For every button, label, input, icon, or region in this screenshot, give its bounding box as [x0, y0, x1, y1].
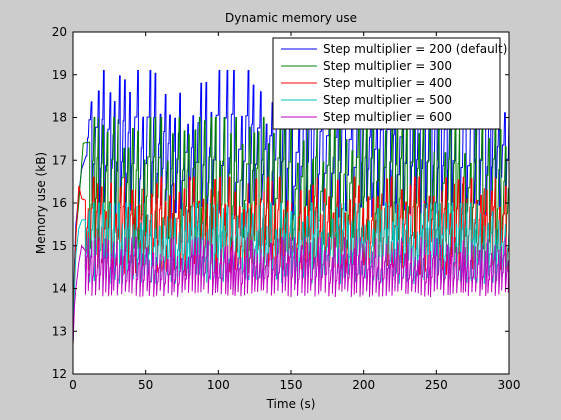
x-tick-label: 150: [280, 378, 303, 392]
x-tick-label: 200: [352, 378, 375, 392]
x-tick-label: 300: [498, 378, 521, 392]
legend-entry: Step multiplier = 300: [323, 59, 452, 73]
y-tick-label: 17: [52, 153, 67, 167]
y-tick-label: 14: [52, 282, 67, 296]
x-tick-label: 50: [138, 378, 153, 392]
y-tick-label: 16: [52, 196, 67, 210]
y-axis-label: Memory use (kB): [34, 152, 48, 254]
y-tick-label: 18: [52, 111, 67, 125]
legend-entry: Step multiplier = 600: [323, 110, 452, 124]
y-tick-label: 12: [52, 367, 67, 381]
legend-entry: Step multiplier = 400: [323, 76, 452, 90]
legend: Step multiplier = 200 (default) Step mult…: [273, 38, 507, 129]
x-axis-label: Time (s): [266, 397, 316, 411]
y-tick-label: 19: [52, 68, 67, 82]
y-tick-label: 13: [52, 324, 67, 338]
y-tick-label: 20: [52, 25, 67, 39]
x-tick-label: 100: [207, 378, 230, 392]
chart-title: Dynamic memory use: [225, 11, 357, 25]
legend-entry: Step multiplier = 500: [323, 93, 452, 107]
x-tick-label: 250: [425, 378, 448, 392]
legend-entry: Step multiplier = 200 (default): [323, 42, 507, 56]
x-tick-label: 0: [69, 378, 77, 392]
y-tick-label: 15: [52, 239, 67, 253]
